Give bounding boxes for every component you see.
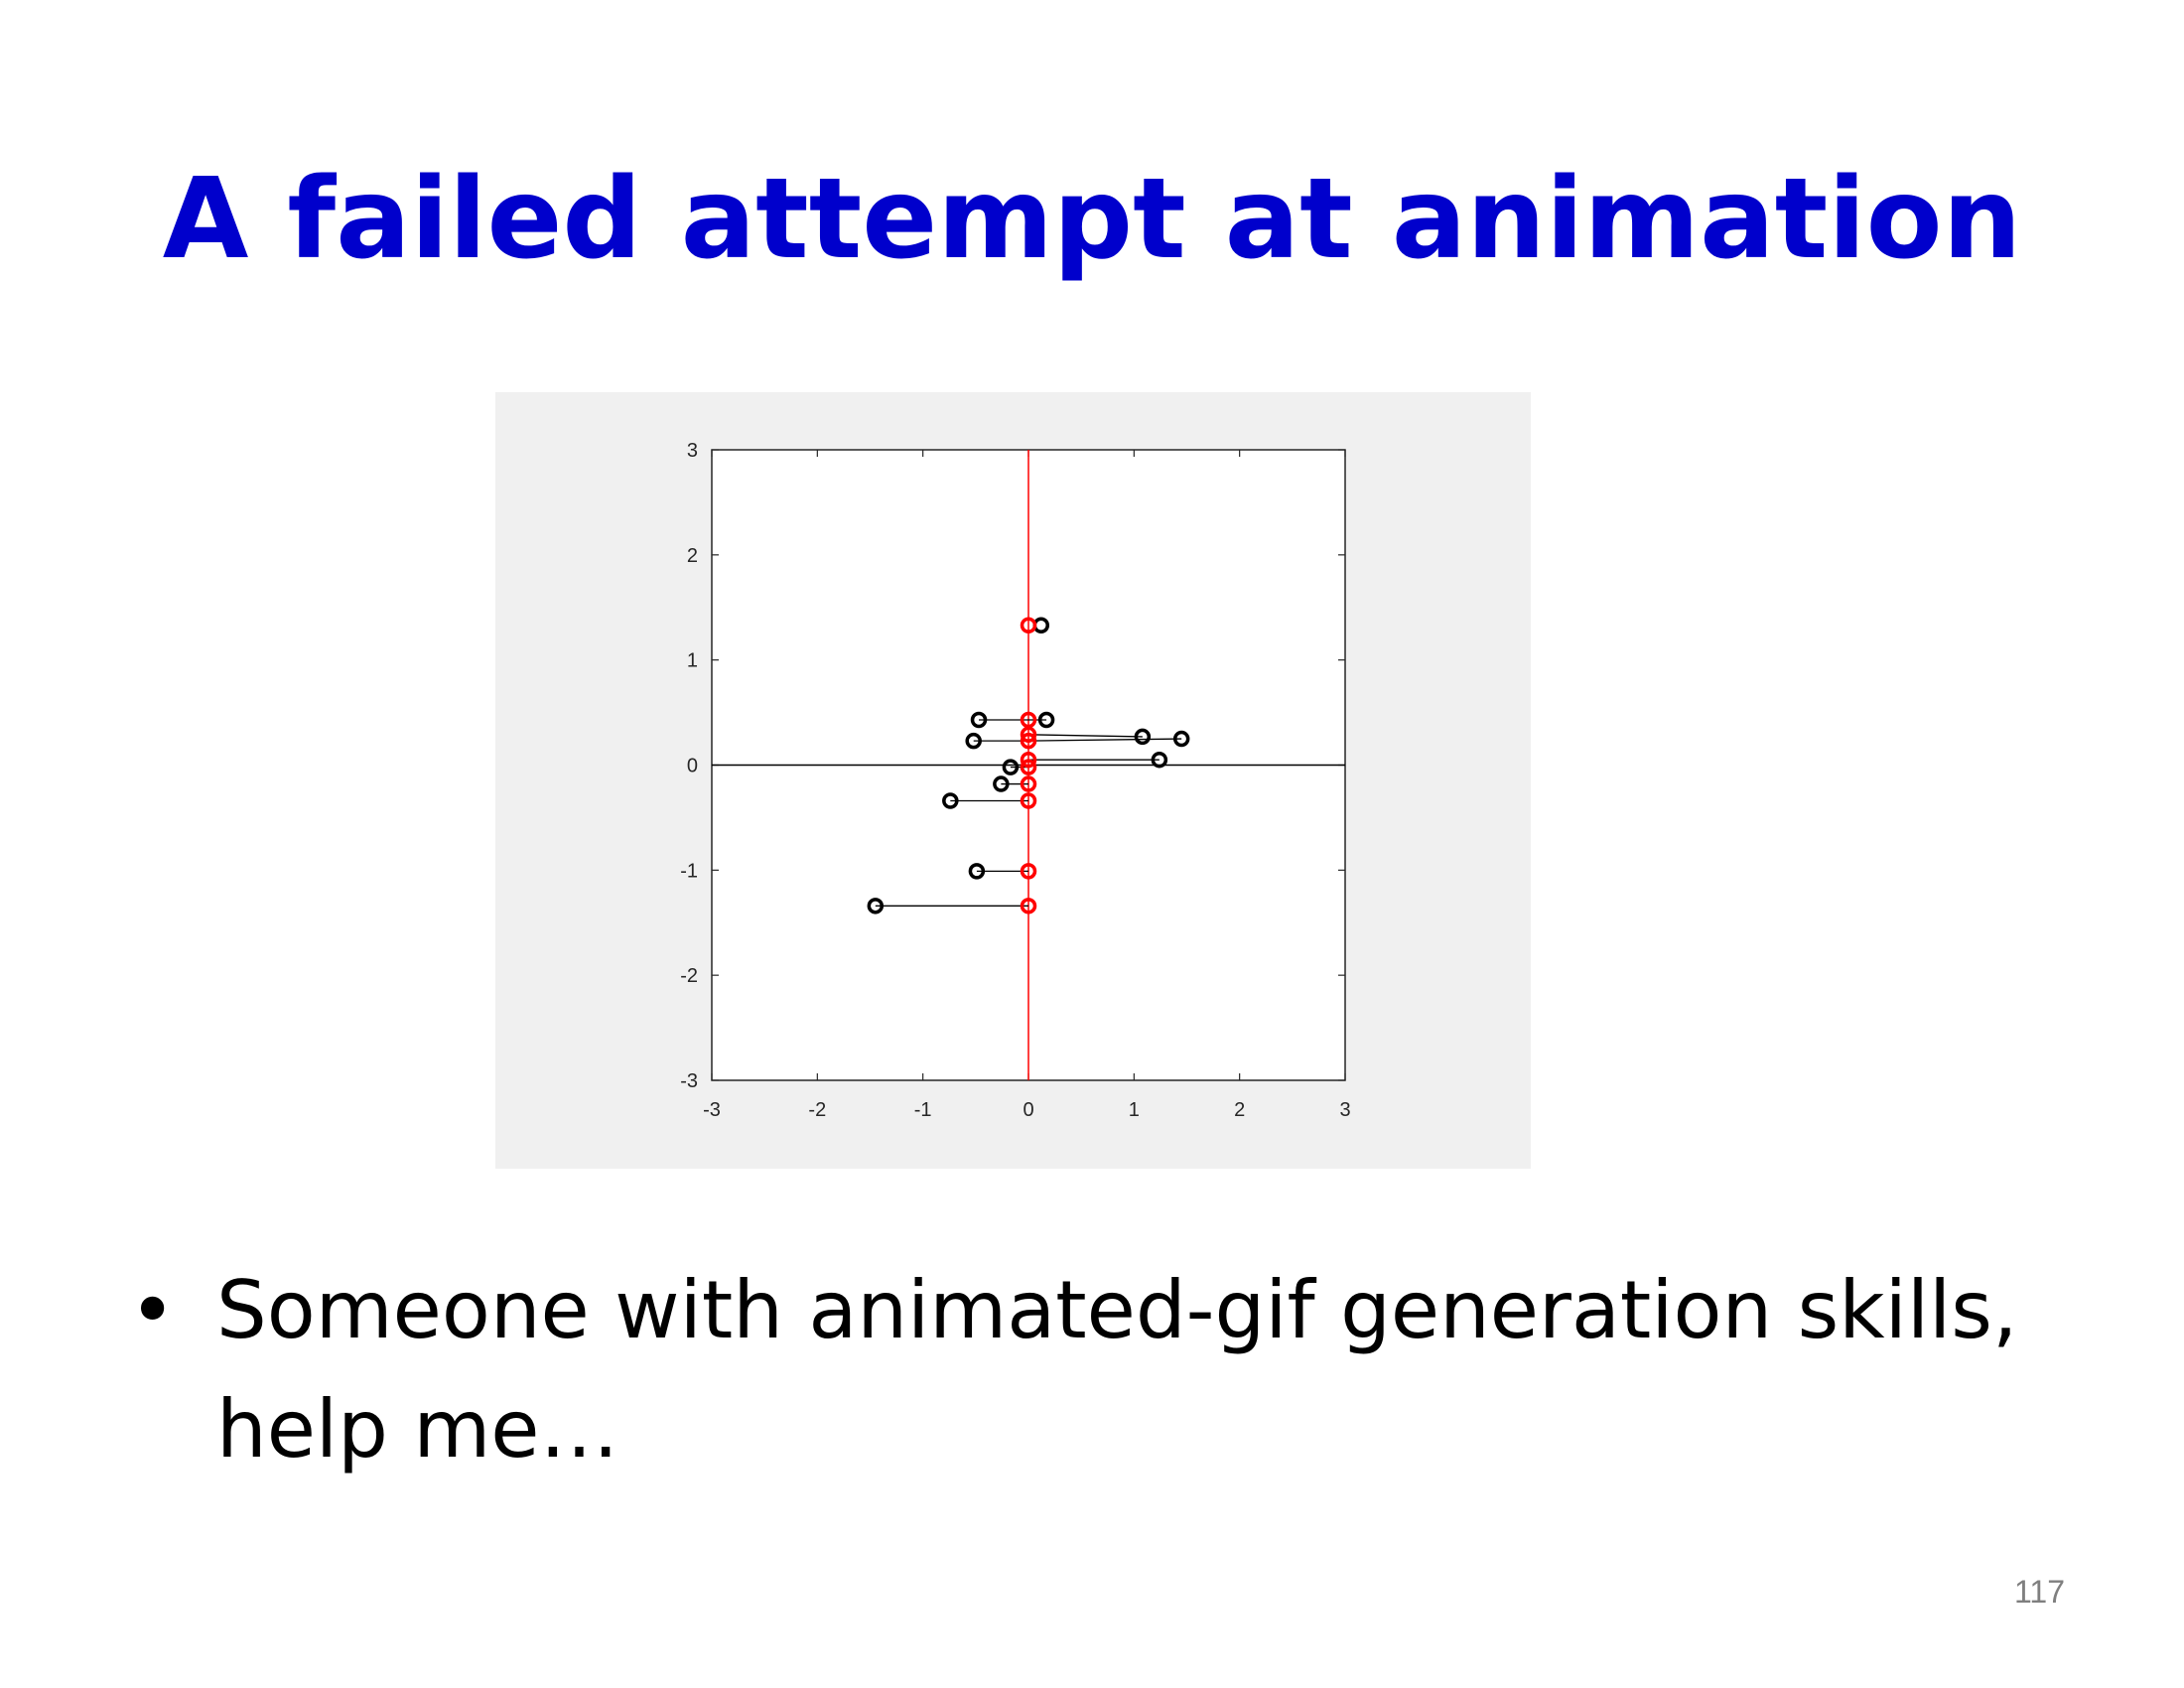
red-data-point bbox=[1020, 726, 1037, 744]
black-data-point bbox=[867, 898, 885, 914]
black-data-point bbox=[1151, 751, 1168, 769]
connector-line bbox=[1027, 738, 1182, 742]
x-tick-label: -2 bbox=[808, 1099, 826, 1121]
connectors bbox=[875, 719, 1182, 907]
black-data-point bbox=[993, 775, 1010, 792]
bullet-list: • Someone with animated-gif generation s… bbox=[129, 1251, 2095, 1489]
red-data-point bbox=[1020, 617, 1037, 633]
x-tick-label: 1 bbox=[1129, 1099, 1140, 1121]
y-tick-label: -1 bbox=[680, 860, 698, 882]
x-tick-label: 3 bbox=[1339, 1099, 1350, 1121]
x-tick-label: 2 bbox=[1234, 1099, 1245, 1121]
black-data-point bbox=[1172, 730, 1190, 748]
black-data-point bbox=[970, 711, 988, 729]
y-tick-label: -3 bbox=[680, 1070, 698, 1092]
bullet-text: Someone with animated-gif generation ski… bbox=[216, 1264, 2018, 1476]
y-tick-label: 1 bbox=[687, 650, 698, 672]
red-data-point bbox=[1020, 792, 1037, 809]
y-tick-label: 3 bbox=[687, 440, 698, 462]
page-number: 117 bbox=[2013, 1574, 2065, 1610]
black-data-point bbox=[1037, 711, 1055, 729]
ticks: -3 -2 -1 0 1 2 3 3 2 1 0 -1 -2 -3 bbox=[680, 440, 1350, 1121]
black-data-point bbox=[1002, 759, 1020, 775]
red-data-point bbox=[1020, 775, 1037, 792]
y-tick-label: 2 bbox=[687, 545, 698, 567]
slide-title: A failed attempt at animation bbox=[162, 155, 2022, 284]
red-data-point bbox=[1020, 732, 1037, 750]
red-data-point bbox=[1020, 898, 1037, 914]
scatter-chart: -3 -2 -1 0 1 2 3 3 2 1 0 -1 -2 -3 bbox=[680, 440, 1350, 1121]
data-points bbox=[867, 617, 1190, 914]
x-tick-label: -3 bbox=[703, 1099, 721, 1121]
connector-line bbox=[1027, 734, 1143, 738]
x-tick-label: 0 bbox=[1023, 1099, 1033, 1121]
red-data-point bbox=[1020, 759, 1037, 775]
black-data-point bbox=[968, 863, 986, 880]
bullet-item: • Someone with animated-gif generation s… bbox=[129, 1251, 2095, 1489]
y-tick-label: -2 bbox=[680, 965, 698, 987]
black-data-point bbox=[965, 732, 982, 750]
red-data-point bbox=[1020, 751, 1037, 769]
black-data-point bbox=[1134, 728, 1152, 746]
black-data-point bbox=[942, 792, 959, 809]
red-data-point bbox=[1020, 863, 1037, 880]
figure-panel: -3 -2 -1 0 1 2 3 3 2 1 0 -1 -2 -3 bbox=[495, 392, 1531, 1169]
bullet-marker: • bbox=[129, 1264, 177, 1356]
x-tick-label: -1 bbox=[914, 1099, 932, 1121]
y-tick-label: 0 bbox=[687, 756, 698, 777]
red-data-point bbox=[1020, 711, 1037, 729]
